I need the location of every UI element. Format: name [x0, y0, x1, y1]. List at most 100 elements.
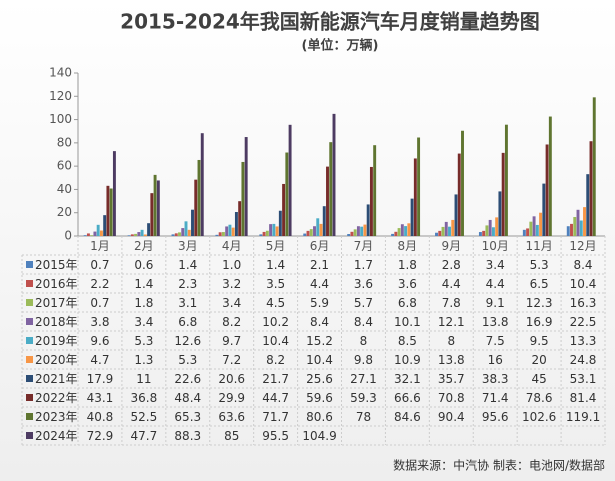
table-cell: 21.7 — [262, 372, 289, 386]
table-cell: 5.7 — [354, 296, 373, 310]
table-cell: 13.8 — [482, 315, 509, 329]
table-cell: 9.8 — [354, 353, 373, 367]
x-tick-label: 4月 — [222, 239, 242, 253]
x-tick-label: 1月 — [90, 239, 110, 253]
bar — [103, 215, 107, 236]
x-tick-label: 3月 — [178, 239, 198, 253]
bar — [187, 229, 191, 236]
bar — [478, 232, 482, 236]
bar — [566, 226, 570, 236]
bar — [313, 226, 316, 236]
table-cell: 1.4 — [266, 258, 285, 272]
table-cell: 0.6 — [134, 258, 153, 272]
bar — [288, 124, 292, 236]
table-cell: 90.4 — [438, 410, 465, 424]
legend-label: 2015年 — [35, 258, 78, 272]
bar — [285, 152, 289, 236]
table-cell: 6.8 — [398, 296, 417, 310]
y-tick-label: 140 — [49, 66, 72, 80]
legend-label: 2018年 — [35, 315, 78, 329]
table-cell: 22.5 — [570, 315, 597, 329]
legend-swatch — [26, 375, 33, 382]
bar — [153, 174, 157, 236]
bar — [488, 219, 492, 236]
table-cell: 9.5 — [530, 334, 549, 348]
table-cell: 9.7 — [222, 334, 241, 348]
legend-label: 2021年 — [35, 372, 78, 386]
bar — [373, 145, 377, 236]
bar — [316, 218, 320, 236]
bar — [143, 234, 147, 236]
bar — [441, 226, 445, 236]
bar — [137, 232, 141, 236]
table-cell: 1.7 — [354, 258, 373, 272]
bar — [438, 230, 442, 236]
y-tick-label: 80 — [57, 135, 72, 149]
table-cell: 10.9 — [394, 353, 421, 367]
table-cell: 10.4 — [570, 277, 597, 291]
table-cell: 27.1 — [350, 372, 377, 386]
bar — [109, 188, 113, 236]
bar — [570, 223, 573, 236]
table-cell: 72.9 — [87, 429, 114, 443]
bar — [96, 224, 100, 236]
bar — [529, 221, 533, 236]
bar — [356, 226, 360, 236]
bar — [353, 229, 357, 236]
legend-label: 2017年 — [35, 296, 78, 310]
table-cell: 5.3 — [178, 353, 197, 367]
table-cell: 13.8 — [438, 353, 465, 367]
table-cell: 53.1 — [570, 372, 597, 386]
bar — [90, 235, 94, 236]
table-cell: 2.8 — [442, 258, 461, 272]
table-cell: 5.3 — [134, 334, 153, 348]
bar — [485, 225, 489, 236]
table-cell: 45 — [531, 372, 546, 386]
bar — [178, 232, 181, 236]
bar — [391, 233, 395, 236]
bar — [130, 234, 134, 236]
table-cell: 4.4 — [442, 277, 461, 291]
bar — [586, 174, 590, 236]
table-cell: 48.4 — [174, 391, 201, 405]
table-cell: 3.4 — [486, 258, 505, 272]
bar — [542, 183, 546, 236]
bar — [400, 224, 404, 236]
bar — [548, 116, 552, 236]
bar — [407, 223, 411, 236]
bar — [140, 229, 144, 236]
x-tick-label: 9月 — [441, 239, 461, 253]
table-cell: 38.3 — [482, 372, 509, 386]
table-cell: 8 — [447, 334, 455, 348]
table-cell: 5.3 — [530, 258, 549, 272]
bar — [225, 226, 229, 236]
bar — [579, 220, 583, 236]
x-tick-label: 12月 — [569, 239, 596, 253]
bar — [366, 204, 370, 236]
bar — [360, 226, 364, 236]
bar — [278, 210, 282, 236]
table-cell: 3.6 — [354, 277, 373, 291]
table-cell: 8.4 — [310, 315, 329, 329]
bar — [319, 223, 323, 236]
table-cell: 43.1 — [87, 391, 114, 405]
table-cell: 59.3 — [350, 391, 377, 405]
bar — [309, 229, 313, 236]
legend-label: 2019年 — [35, 334, 78, 348]
chart-subtitle: (单位：万辆) — [302, 38, 379, 54]
bar — [200, 133, 204, 236]
bar — [495, 217, 499, 236]
bar — [99, 230, 103, 236]
bar — [106, 185, 110, 236]
bar — [228, 224, 232, 236]
bar — [150, 193, 154, 236]
bar — [303, 233, 307, 236]
source-note: 数据来源：中汽协 制表：电池网/数据部 — [393, 458, 605, 473]
table-cell: 3.5 — [266, 277, 285, 291]
bar — [404, 226, 408, 236]
table-cell: 8.5 — [398, 334, 417, 348]
table-cell: 10.1 — [394, 315, 421, 329]
table-cell: 52.5 — [131, 410, 158, 424]
table-cell: 59.6 — [306, 391, 333, 405]
